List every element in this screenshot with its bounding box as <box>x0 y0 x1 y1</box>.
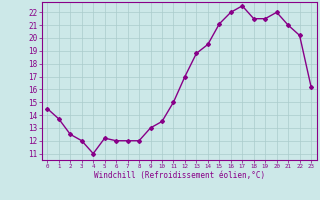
X-axis label: Windchill (Refroidissement éolien,°C): Windchill (Refroidissement éolien,°C) <box>94 171 265 180</box>
